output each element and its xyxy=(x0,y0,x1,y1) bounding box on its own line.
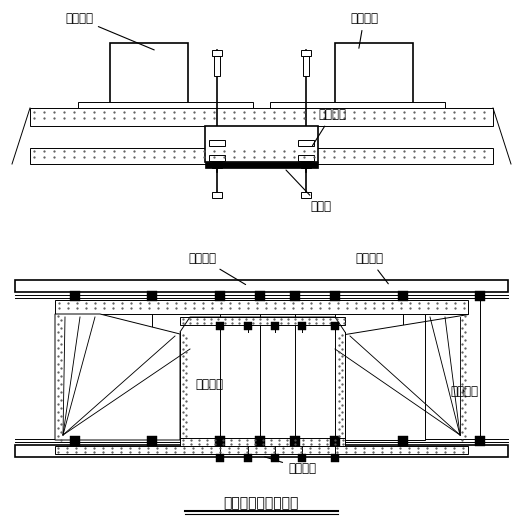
Bar xyxy=(110,43,188,103)
Bar xyxy=(215,436,225,446)
Text: 配重水箱: 配重水箱 xyxy=(65,12,154,50)
Bar xyxy=(301,162,311,168)
Bar xyxy=(180,317,345,325)
Bar xyxy=(290,436,300,446)
Bar xyxy=(301,50,311,56)
Bar xyxy=(298,322,306,330)
Bar xyxy=(15,280,508,292)
Bar xyxy=(55,300,468,314)
Bar xyxy=(330,291,340,301)
Bar xyxy=(331,322,339,330)
Text: 承重横梁: 承重横梁 xyxy=(355,252,388,284)
Bar xyxy=(271,454,279,462)
Bar xyxy=(475,291,485,301)
Text: 内模系统: 内模系统 xyxy=(195,378,223,391)
Bar xyxy=(330,436,340,446)
Bar xyxy=(214,56,220,76)
Bar xyxy=(398,436,408,446)
Bar xyxy=(475,436,485,446)
Text: 悬吊系统: 悬吊系统 xyxy=(188,252,246,285)
Polygon shape xyxy=(55,314,180,440)
Bar xyxy=(209,155,225,161)
Text: 中跨合拢吊架示意图: 中跨合拢吊架示意图 xyxy=(223,496,299,510)
Bar xyxy=(303,56,309,76)
Bar xyxy=(212,162,222,168)
Bar xyxy=(301,192,311,198)
Bar xyxy=(212,192,222,198)
Text: 劲性骨架: 劲性骨架 xyxy=(312,108,346,145)
Bar xyxy=(298,140,314,146)
Bar xyxy=(147,436,157,446)
Bar xyxy=(255,436,265,446)
Bar xyxy=(30,148,493,164)
Bar xyxy=(15,445,508,457)
Bar xyxy=(205,162,318,168)
Bar xyxy=(180,438,345,448)
Bar xyxy=(244,322,252,330)
Text: 承重梁: 承重梁 xyxy=(286,170,331,213)
Polygon shape xyxy=(345,314,468,440)
Bar xyxy=(255,291,265,301)
Bar xyxy=(30,108,493,126)
Bar xyxy=(331,454,339,462)
Bar xyxy=(270,102,445,108)
Bar xyxy=(335,43,413,103)
Bar xyxy=(244,454,252,462)
Bar xyxy=(147,291,157,301)
Text: 外模系统: 外模系统 xyxy=(450,385,478,398)
Bar xyxy=(70,436,80,446)
Text: 配重水箱: 配重水箱 xyxy=(350,12,378,48)
Bar xyxy=(216,454,224,462)
Bar xyxy=(55,446,468,454)
Bar xyxy=(205,126,318,162)
Bar xyxy=(271,322,279,330)
Bar xyxy=(78,102,253,108)
Bar xyxy=(209,140,225,146)
Bar xyxy=(212,50,222,56)
Bar xyxy=(298,454,306,462)
Bar xyxy=(398,291,408,301)
Bar xyxy=(70,291,80,301)
Bar xyxy=(215,291,225,301)
Bar xyxy=(298,155,314,161)
Bar xyxy=(216,322,224,330)
Text: 底模系统: 底模系统 xyxy=(265,457,316,475)
Bar xyxy=(290,291,300,301)
